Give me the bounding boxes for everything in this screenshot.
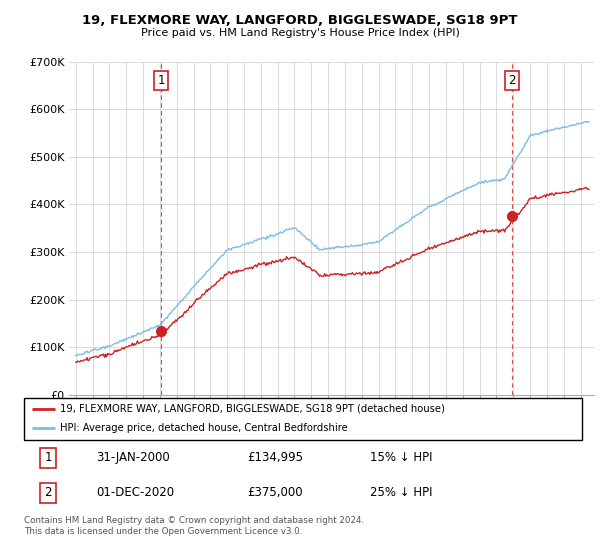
Text: 31-JAN-2000: 31-JAN-2000 xyxy=(97,451,170,464)
Text: 2: 2 xyxy=(44,486,52,500)
Text: HPI: Average price, detached house, Central Bedfordshire: HPI: Average price, detached house, Cent… xyxy=(60,423,348,433)
Text: 15% ↓ HPI: 15% ↓ HPI xyxy=(370,451,433,464)
Text: 2: 2 xyxy=(508,74,515,87)
Text: £134,995: £134,995 xyxy=(247,451,303,464)
Text: 25% ↓ HPI: 25% ↓ HPI xyxy=(370,486,433,500)
Text: 01-DEC-2020: 01-DEC-2020 xyxy=(97,486,175,500)
Text: 1: 1 xyxy=(44,451,52,464)
Text: 19, FLEXMORE WAY, LANGFORD, BIGGLESWADE, SG18 9PT: 19, FLEXMORE WAY, LANGFORD, BIGGLESWADE,… xyxy=(82,14,518,27)
Text: Contains HM Land Registry data © Crown copyright and database right 2024.
This d: Contains HM Land Registry data © Crown c… xyxy=(24,516,364,536)
Text: Price paid vs. HM Land Registry's House Price Index (HPI): Price paid vs. HM Land Registry's House … xyxy=(140,28,460,38)
Text: 19, FLEXMORE WAY, LANGFORD, BIGGLESWADE, SG18 9PT (detached house): 19, FLEXMORE WAY, LANGFORD, BIGGLESWADE,… xyxy=(60,404,445,414)
Text: 1: 1 xyxy=(157,74,165,87)
Text: £375,000: £375,000 xyxy=(247,486,303,500)
